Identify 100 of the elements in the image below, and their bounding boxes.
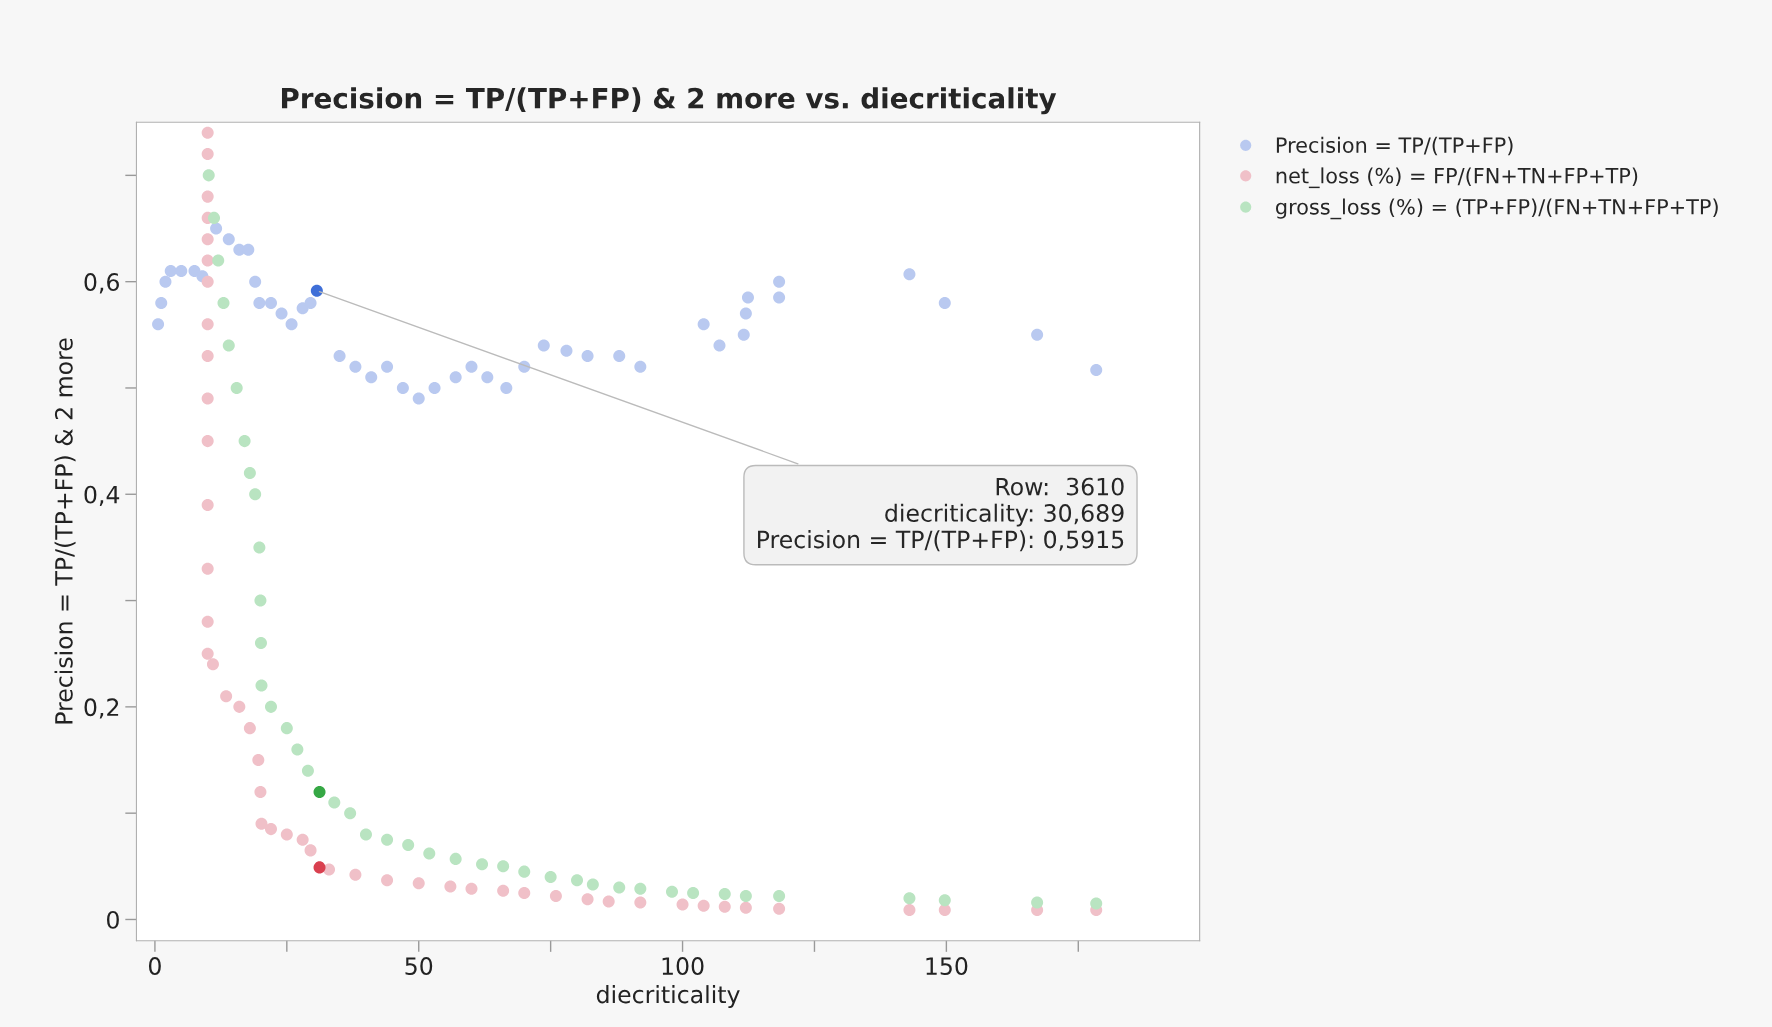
point — [296, 833, 309, 846]
point — [741, 291, 754, 304]
point — [255, 817, 268, 830]
point — [381, 874, 394, 887]
point — [254, 594, 267, 607]
x-tick-label: 0 — [148, 957, 161, 975]
point — [264, 700, 278, 713]
point — [233, 700, 246, 713]
point — [560, 344, 573, 357]
point — [206, 658, 219, 671]
point — [202, 169, 215, 182]
point — [220, 690, 233, 703]
point — [713, 339, 726, 352]
point — [465, 360, 478, 373]
point — [773, 902, 786, 915]
point — [155, 296, 168, 309]
point — [255, 679, 268, 692]
point — [301, 764, 314, 777]
point — [264, 296, 278, 309]
point — [349, 868, 362, 881]
point — [201, 562, 214, 575]
point — [280, 828, 293, 841]
point — [201, 350, 214, 363]
point — [571, 874, 584, 887]
point — [549, 890, 562, 903]
point — [201, 498, 214, 511]
point — [737, 328, 750, 341]
point — [903, 903, 916, 916]
point — [222, 339, 235, 352]
point — [291, 743, 304, 756]
point — [212, 254, 225, 267]
point — [253, 541, 266, 554]
point — [222, 233, 235, 246]
point — [481, 371, 494, 384]
point — [313, 861, 326, 874]
point — [739, 901, 752, 914]
point — [275, 307, 288, 320]
point — [613, 881, 626, 894]
point — [537, 339, 550, 352]
point — [412, 392, 425, 405]
point — [344, 807, 357, 820]
point — [665, 885, 679, 898]
x-axis-title: diecriticality — [596, 985, 740, 1008]
point — [1031, 328, 1044, 341]
point — [676, 898, 689, 911]
point — [201, 126, 214, 139]
point — [254, 785, 267, 798]
x-tick-label: 150 — [926, 957, 968, 975]
point — [402, 839, 415, 852]
point — [201, 318, 214, 331]
point — [201, 275, 214, 288]
point — [217, 296, 230, 309]
annotation: Row: 3610 diecriticality: 30,689 Precision = TP/(TP+FP): 0,5915 — [758, 477, 1124, 552]
point — [428, 381, 441, 394]
point — [581, 893, 594, 906]
point — [634, 882, 647, 895]
point — [396, 381, 409, 394]
point — [773, 890, 786, 903]
point — [497, 884, 510, 897]
point — [249, 488, 262, 501]
x-tick-label: 100 — [662, 957, 704, 975]
point — [1090, 363, 1103, 376]
chart-title: Precision = TP/(TP+FP) & 2 more vs. diecriticality — [281, 87, 1057, 115]
y-tick-label: 0,4 — [84, 485, 120, 506]
point — [349, 360, 362, 373]
point — [444, 880, 457, 893]
point — [201, 647, 214, 660]
point — [201, 148, 214, 161]
point — [697, 318, 710, 331]
point — [465, 882, 478, 895]
point — [310, 284, 323, 297]
point — [201, 615, 214, 628]
point — [249, 275, 262, 288]
point — [175, 265, 188, 278]
point — [518, 886, 531, 899]
point — [423, 847, 436, 860]
point — [243, 466, 256, 480]
point — [544, 870, 557, 883]
point — [230, 381, 243, 394]
point — [938, 296, 951, 309]
point — [773, 275, 786, 288]
y-axis-title: Precision = TP/(TP+FP) & 2 more — [54, 338, 76, 724]
point — [243, 722, 256, 735]
point — [903, 892, 916, 905]
point — [497, 860, 510, 873]
point — [476, 858, 489, 871]
point — [381, 833, 394, 846]
y-tick-label: 0,6 — [84, 273, 119, 294]
point — [201, 392, 214, 405]
point — [500, 381, 513, 394]
point — [304, 844, 317, 857]
point — [159, 275, 172, 288]
point — [449, 852, 462, 865]
point — [333, 350, 346, 363]
point — [164, 265, 177, 278]
point — [201, 254, 214, 267]
point — [210, 222, 223, 235]
point — [718, 900, 731, 913]
point — [449, 371, 462, 384]
point — [152, 318, 165, 331]
